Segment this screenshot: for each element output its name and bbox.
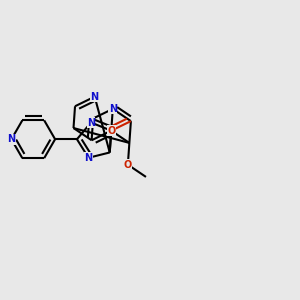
Text: O: O (107, 126, 116, 136)
Text: N: N (85, 153, 93, 163)
Text: N: N (87, 118, 95, 128)
Text: N: N (91, 92, 99, 102)
Text: N: N (109, 104, 117, 114)
Text: N: N (107, 126, 115, 136)
Text: O: O (124, 160, 132, 170)
Text: N: N (8, 134, 16, 144)
